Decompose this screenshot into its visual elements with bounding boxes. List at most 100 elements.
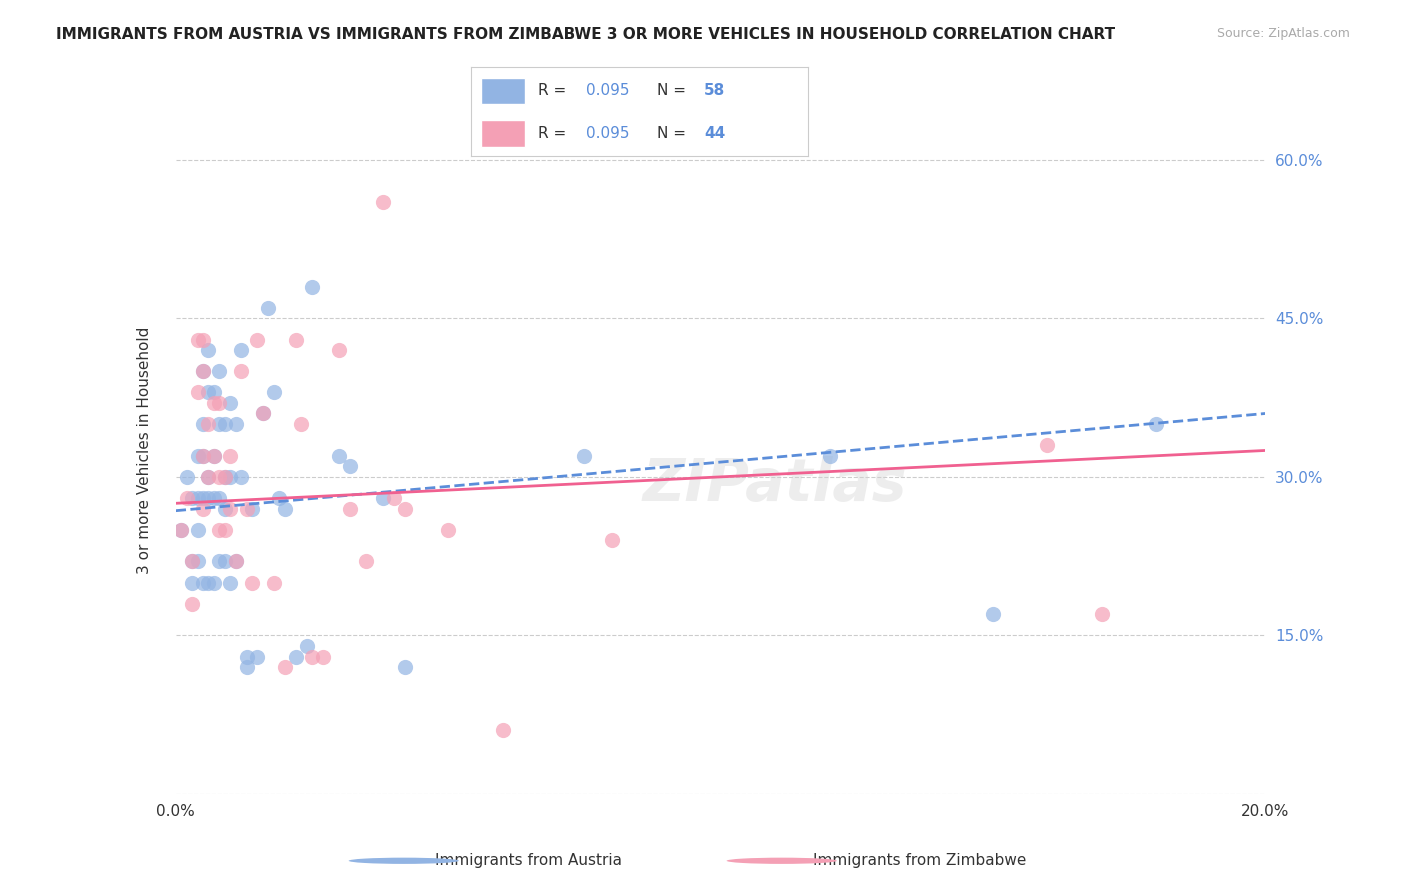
Point: [339, 459, 361, 474]
Point: [301, 279, 323, 293]
FancyBboxPatch shape: [481, 120, 524, 147]
Point: [240, 501, 263, 516]
Point: [181, 491, 204, 505]
Point: [202, 385, 225, 400]
Point: [208, 364, 231, 378]
Point: [186, 523, 209, 537]
Point: [208, 554, 231, 568]
Point: [208, 523, 231, 537]
Point: [240, 575, 263, 590]
Point: [437, 523, 460, 537]
Point: [371, 491, 394, 505]
Point: [225, 554, 247, 568]
Point: [176, 491, 198, 505]
FancyBboxPatch shape: [481, 78, 524, 104]
Point: [371, 195, 394, 210]
Point: [208, 470, 231, 484]
Point: [208, 491, 231, 505]
Text: N =: N =: [657, 127, 690, 141]
Point: [197, 343, 219, 357]
Point: [197, 417, 219, 431]
Point: [202, 449, 225, 463]
Point: [197, 575, 219, 590]
Point: [191, 491, 214, 505]
Circle shape: [727, 858, 837, 863]
Point: [191, 575, 214, 590]
Point: [208, 396, 231, 410]
Point: [246, 333, 269, 347]
Point: [328, 449, 350, 463]
Text: R =: R =: [538, 127, 572, 141]
Point: [219, 470, 242, 484]
Point: [186, 554, 209, 568]
Point: [170, 523, 193, 537]
Point: [191, 333, 214, 347]
Point: [312, 649, 335, 664]
Point: [181, 575, 204, 590]
Point: [197, 385, 219, 400]
Point: [202, 449, 225, 463]
Point: [394, 501, 416, 516]
Point: [394, 660, 416, 674]
Point: [235, 660, 257, 674]
Point: [191, 501, 214, 516]
Point: [1091, 607, 1114, 622]
Point: [274, 660, 297, 674]
Point: [219, 396, 242, 410]
Point: [231, 364, 253, 378]
Point: [284, 333, 307, 347]
Point: [176, 470, 198, 484]
Point: [202, 575, 225, 590]
Circle shape: [349, 858, 458, 863]
Point: [214, 501, 236, 516]
Point: [170, 523, 193, 537]
Point: [181, 597, 204, 611]
Point: [186, 449, 209, 463]
Point: [219, 449, 242, 463]
Point: [263, 575, 285, 590]
Point: [208, 417, 231, 431]
Point: [191, 364, 214, 378]
Point: [214, 470, 236, 484]
Point: [492, 723, 515, 738]
Point: [181, 554, 204, 568]
Point: [382, 491, 405, 505]
Point: [181, 554, 204, 568]
Y-axis label: 3 or more Vehicles in Household: 3 or more Vehicles in Household: [138, 326, 152, 574]
Point: [214, 417, 236, 431]
Point: [257, 301, 280, 315]
Point: [202, 396, 225, 410]
Point: [269, 491, 291, 505]
Point: [191, 449, 214, 463]
Point: [252, 407, 274, 421]
Point: [274, 501, 297, 516]
Point: [219, 575, 242, 590]
Text: 0.095: 0.095: [586, 127, 630, 141]
Point: [186, 333, 209, 347]
Text: 44: 44: [704, 127, 725, 141]
Point: [219, 501, 242, 516]
Point: [197, 470, 219, 484]
Point: [191, 417, 214, 431]
Text: Immigrants from Austria: Immigrants from Austria: [436, 854, 623, 868]
Point: [197, 491, 219, 505]
Point: [252, 407, 274, 421]
Point: [981, 607, 1004, 622]
Point: [191, 364, 214, 378]
Point: [600, 533, 623, 548]
Point: [214, 470, 236, 484]
Point: [225, 554, 247, 568]
Point: [818, 449, 841, 463]
Point: [186, 491, 209, 505]
Text: Source: ZipAtlas.com: Source: ZipAtlas.com: [1216, 27, 1350, 40]
Text: 58: 58: [704, 84, 725, 98]
Point: [1144, 417, 1167, 431]
Point: [574, 449, 596, 463]
Point: [186, 385, 209, 400]
Text: ZIPatlas: ZIPatlas: [643, 457, 907, 513]
Point: [235, 501, 257, 516]
Point: [231, 470, 253, 484]
Point: [214, 523, 236, 537]
Point: [339, 501, 361, 516]
Point: [246, 649, 269, 664]
